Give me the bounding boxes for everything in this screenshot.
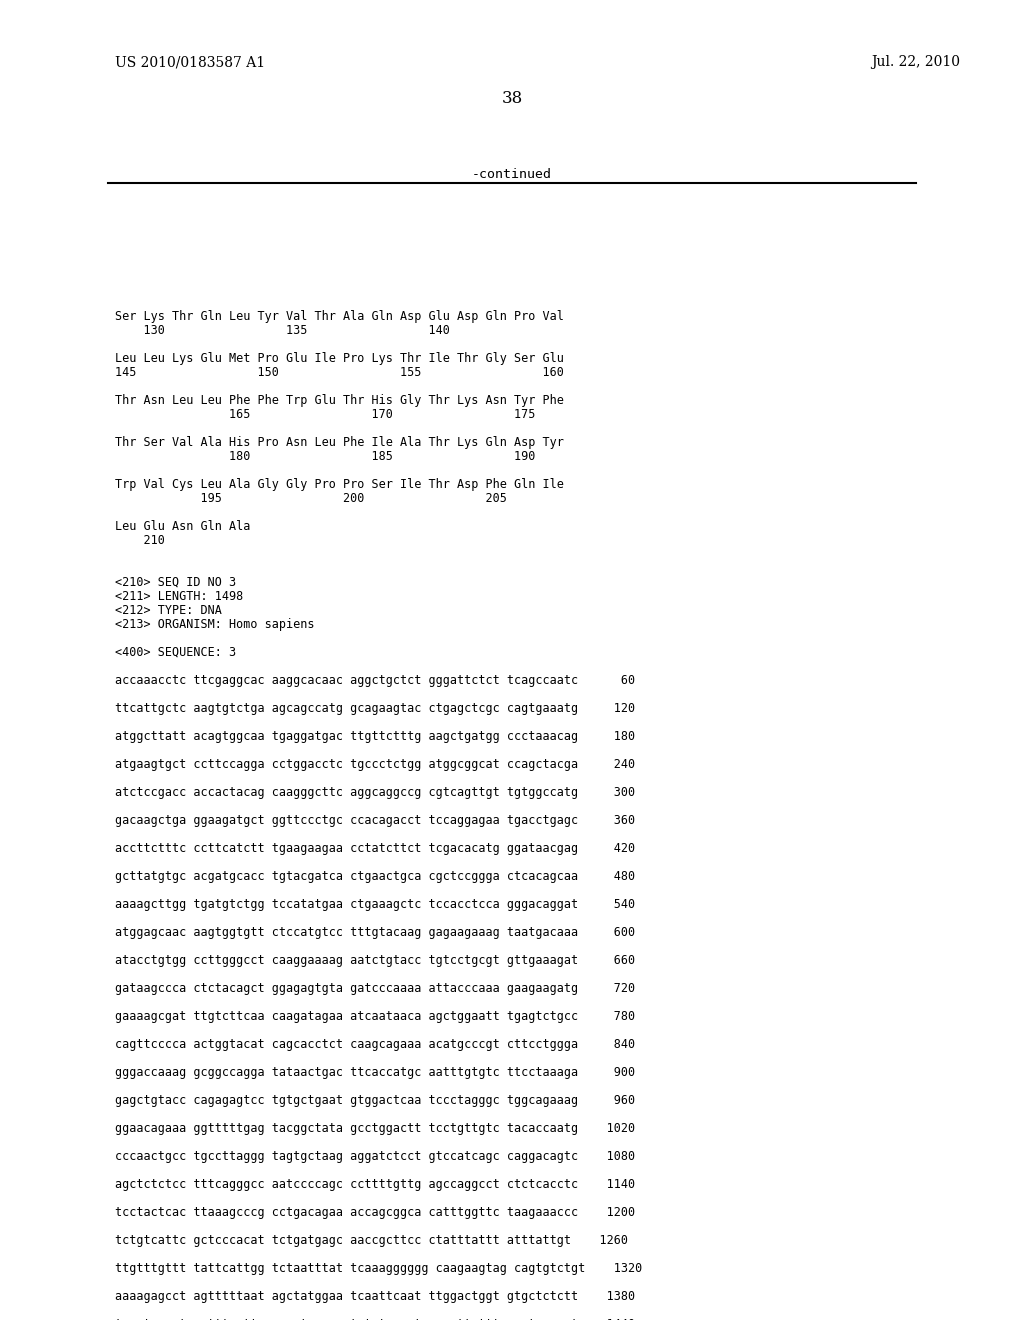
Text: 195                 200                 205: 195 200 205 <box>115 492 507 506</box>
Text: atggagcaac aagtggtgtt ctccatgtcc tttgtacaag gagaagaaag taatgacaaa     600: atggagcaac aagtggtgtt ctccatgtcc tttgtac… <box>115 927 635 939</box>
Text: Thr Ser Val Ala His Pro Asn Leu Phe Ile Ala Thr Lys Gln Asp Tyr: Thr Ser Val Ala His Pro Asn Leu Phe Ile … <box>115 436 564 449</box>
Text: atgaagtgct ccttccagga cctggacctc tgccctctgg atggcggcat ccagctacga     240: atgaagtgct ccttccagga cctggacctc tgccctc… <box>115 758 635 771</box>
Text: cagttcccca actggtacat cagcacctct caagcagaaa acatgcccgt cttcctggga     840: cagttcccca actggtacat cagcacctct caagcag… <box>115 1038 635 1051</box>
Text: 180                 185                 190: 180 185 190 <box>115 450 536 463</box>
Text: 130                 135                 140: 130 135 140 <box>115 323 450 337</box>
Text: Ser Lys Thr Gln Leu Tyr Val Thr Ala Gln Asp Glu Asp Gln Pro Val: Ser Lys Thr Gln Leu Tyr Val Thr Ala Gln … <box>115 310 564 323</box>
Text: US 2010/0183587 A1: US 2010/0183587 A1 <box>115 55 265 69</box>
Text: ttcattgctc aagtgtctga agcagccatg gcagaagtac ctgagctcgc cagtgaaatg     120: ttcattgctc aagtgtctga agcagccatg gcagaag… <box>115 702 635 715</box>
Text: gagctgtacc cagagagtcc tgtgctgaat gtggactcaa tccctagggc tggcagaaag     960: gagctgtacc cagagagtcc tgtgctgaat gtggact… <box>115 1094 635 1107</box>
Text: aaaagagcct agtttttaat agctatggaa tcaattcaat ttggactggt gtgctctctt    1380: aaaagagcct agtttttaat agctatggaa tcaattc… <box>115 1290 635 1303</box>
Text: <210> SEQ ID NO 3: <210> SEQ ID NO 3 <box>115 576 237 589</box>
Text: <400> SEQUENCE: 3: <400> SEQUENCE: 3 <box>115 645 237 659</box>
Text: aaaagcttgg tgatgtctgg tccatatgaa ctgaaagctc tccacctcca gggacaggat     540: aaaagcttgg tgatgtctgg tccatatgaa ctgaaag… <box>115 898 635 911</box>
Text: atggcttatt acagtggcaa tgaggatgac ttgttctttg aagctgatgg ccctaaacag     180: atggcttatt acagtggcaa tgaggatgac ttgttct… <box>115 730 635 743</box>
Text: gaaaagcgat ttgtcttcaa caagatagaa atcaataaca agctggaatt tgagtctgcc     780: gaaaagcgat ttgtcttcaa caagatagaa atcaata… <box>115 1010 635 1023</box>
Text: atctccgacc accactacag caagggcttc aggcaggccg cgtcagttgt tgtggccatg     300: atctccgacc accactacag caagggcttc aggcagg… <box>115 785 635 799</box>
Text: Thr Asn Leu Leu Phe Phe Trp Glu Thr His Gly Thr Lys Asn Tyr Phe: Thr Asn Leu Leu Phe Phe Trp Glu Thr His … <box>115 393 564 407</box>
Text: tctgtcattc gctcccacat tctgatgagc aaccgcttcc ctatttattt atttattgt    1260: tctgtcattc gctcccacat tctgatgagc aaccgct… <box>115 1234 628 1247</box>
Text: 165                 170                 175: 165 170 175 <box>115 408 536 421</box>
Text: 38: 38 <box>502 90 522 107</box>
Text: Jul. 22, 2010: Jul. 22, 2010 <box>871 55 961 69</box>
Text: 210: 210 <box>115 535 165 546</box>
Text: atacctgtgg ccttgggcct caaggaaaag aatctgtacc tgtcctgcgt gttgaaagat     660: atacctgtgg ccttgggcct caaggaaaag aatctgt… <box>115 954 635 968</box>
Text: tcctactcac ttaaagcccg cctgacagaa accagcggca catttggttc taagaaaccc    1200: tcctactcac ttaaagcccg cctgacagaa accagcg… <box>115 1206 635 1218</box>
Text: gataagccca ctctacagct ggagagtgta gatcccaaaa attacccaaa gaagaagatg     720: gataagccca ctctacagct ggagagtgta gatccca… <box>115 982 635 995</box>
Text: Trp Val Cys Leu Ala Gly Gly Pro Pro Ser Ile Thr Asp Phe Gln Ile: Trp Val Cys Leu Ala Gly Gly Pro Pro Ser … <box>115 478 564 491</box>
Text: -continued: -continued <box>472 168 552 181</box>
Text: cccaactgcc tgccttaggg tagtgctaag aggatctcct gtccatcagc caggacagtc    1080: cccaactgcc tgccttaggg tagtgctaag aggatct… <box>115 1150 635 1163</box>
Text: agctctctcc tttcagggcc aatccccagc ccttttgttg agccaggcct ctctcacctc    1140: agctctctcc tttcagggcc aatccccagc ccttttg… <box>115 1177 635 1191</box>
Text: gcttatgtgc acgatgcacc tgtacgatca ctgaactgca cgctccggga ctcacagcaa     480: gcttatgtgc acgatgcacc tgtacgatca ctgaact… <box>115 870 635 883</box>
Text: ttgtttgttt tattcattgg tctaatttat tcaaagggggg caagaagtag cagtgtctgt    1320: ttgtttgttt tattcattgg tctaatttat tcaaagg… <box>115 1262 642 1275</box>
Text: ggaacagaaa ggtttttgag tacggctata gcctggactt tcctgttgtc tacaccaatg    1020: ggaacagaaa ggtttttgag tacggctata gcctgga… <box>115 1122 635 1135</box>
Text: Leu Leu Lys Glu Met Pro Glu Ile Pro Lys Thr Ile Thr Gly Ser Glu: Leu Leu Lys Glu Met Pro Glu Ile Pro Lys … <box>115 352 564 366</box>
Text: <211> LENGTH: 1498: <211> LENGTH: 1498 <box>115 590 244 603</box>
Text: gggaccaaag gcggccagga tataactgac ttcaccatgc aatttgtgtc ttcctaaaga     900: gggaccaaag gcggccagga tataactgac ttcacca… <box>115 1067 635 1078</box>
Text: taaatcaagt cctttaatta agactgaaaa tatataagct cagattattt aaatgggaat    1440: taaatcaagt cctttaatta agactgaaaa tatataa… <box>115 1317 635 1320</box>
Text: gacaagctga ggaagatgct ggttccctgc ccacagacct tccaggagaa tgacctgagc     360: gacaagctga ggaagatgct ggttccctgc ccacaga… <box>115 814 635 828</box>
Text: 145                 150                 155                 160: 145 150 155 160 <box>115 366 564 379</box>
Text: Leu Glu Asn Gln Ala: Leu Glu Asn Gln Ala <box>115 520 251 533</box>
Text: <212> TYPE: DNA: <212> TYPE: DNA <box>115 605 222 616</box>
Text: <213> ORGANISM: Homo sapiens: <213> ORGANISM: Homo sapiens <box>115 618 314 631</box>
Text: accttctttc ccttcatctt tgaagaagaa cctatcttct tcgacacatg ggataacgag     420: accttctttc ccttcatctt tgaagaagaa cctatct… <box>115 842 635 855</box>
Text: accaaacctc ttcgaggcac aaggcacaac aggctgctct gggattctct tcagccaatc      60: accaaacctc ttcgaggcac aaggcacaac aggctgc… <box>115 675 635 686</box>
